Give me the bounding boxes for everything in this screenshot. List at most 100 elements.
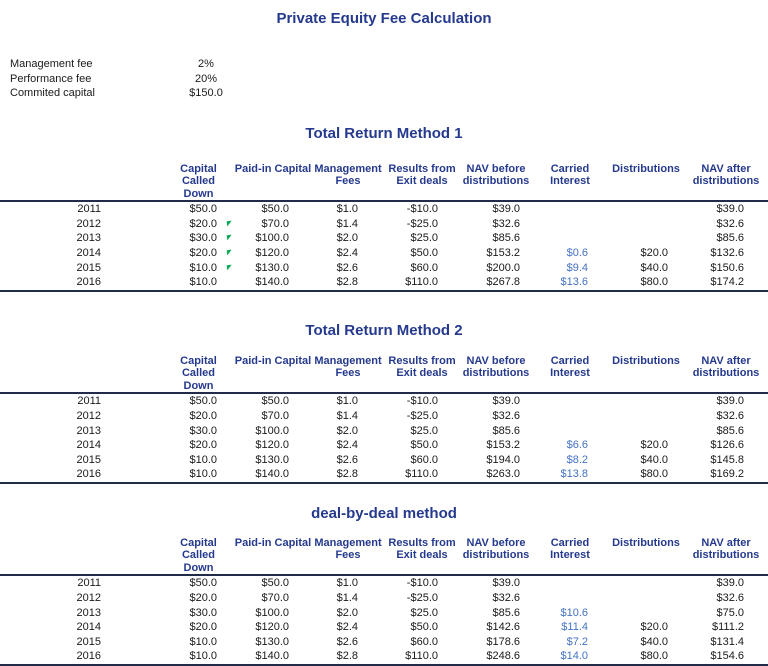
cell: $110.0: [384, 649, 460, 666]
table-row: 2013 $30.0 $100.0 $2.0 $25.0 $85.6 $85.6: [0, 424, 768, 439]
year-cell: 2014: [76, 621, 101, 634]
cell: $39.0: [492, 203, 520, 216]
page-title: Private Equity Fee Calculation: [276, 10, 492, 27]
year-cell: 2016: [0, 275, 163, 292]
cell: $153.2: [486, 247, 520, 260]
cell: $60.0: [410, 453, 438, 466]
header-cell: Carried Interest: [532, 162, 608, 203]
section-title: Total Return Method 1: [305, 124, 463, 142]
cell: $32.6: [716, 217, 744, 230]
param-value: $150.0: [189, 87, 223, 100]
cell: $132.6: [710, 247, 744, 260]
header-cell: Results from Exit deals: [384, 162, 460, 203]
cell: $153.2: [486, 439, 520, 452]
cell: $10.0: [163, 467, 234, 484]
header-cell: Distributions: [608, 162, 684, 203]
table-row: 2016 $10.0 $140.0 $2.8 $110.0 $263.0 $13…: [0, 467, 768, 484]
cell: -$10.0: [406, 203, 438, 216]
cell: $70.0: [261, 409, 289, 422]
cell: [532, 591, 608, 606]
table-row: 2013 $30.0 $100.0 $2.0 $25.0 $85.6 $85.6: [0, 231, 768, 246]
cell: $2.4: [336, 621, 358, 634]
cell: $2.0: [336, 606, 358, 619]
cell-with-flag: $70.0: [226, 217, 312, 232]
year-cell: 2011: [77, 395, 101, 408]
year-cell: 2015: [76, 453, 101, 466]
cell: $20.0: [189, 409, 217, 422]
table-row: 2014 $20.0 $120.0 $2.4 $50.0 $153.2 $6.6…: [0, 438, 768, 453]
cell: $20.0: [640, 247, 668, 260]
cell: $20.0: [189, 592, 217, 604]
cell: $200.0: [486, 261, 520, 274]
method1-table: Capital Called Down Paid-in Capital Mana…: [0, 162, 768, 292]
header-cell: Results from Exit deals: [384, 354, 460, 395]
cell: $120.0: [255, 439, 289, 452]
cell-value: $130.0: [255, 261, 289, 274]
cell: $60.0: [410, 635, 438, 648]
header-cell: Management Fees: [312, 162, 384, 203]
cell: $2.4: [336, 247, 358, 260]
cell: $39.0: [716, 203, 744, 216]
cell: $126.6: [710, 439, 744, 452]
cell: [532, 217, 608, 232]
cell: $20.0: [189, 217, 217, 230]
table-row: 2012 $20.0 $70.0 $1.4 -$25.0 $32.6 $32.6: [0, 591, 768, 606]
cell: $150.6: [710, 261, 744, 274]
cell: $2.8: [312, 467, 384, 484]
cell: $1.0: [336, 577, 358, 590]
cell: [608, 591, 684, 606]
cell-value: $70.0: [261, 217, 289, 230]
formula-flag-icon: [226, 264, 233, 270]
table-row: 2015 $10.0 $130.0 $2.6 $60.0 $178.6 $7.2…: [0, 635, 768, 650]
year-cell: 2015: [76, 635, 101, 648]
cell: $2.0: [336, 424, 358, 437]
cell: $85.6: [716, 424, 744, 437]
cell: -$10.0: [406, 395, 438, 408]
cell: $2.8: [312, 275, 384, 292]
header-cell: NAV before distributions: [460, 536, 532, 577]
cell: $110.0: [384, 275, 460, 292]
header-cell: Management Fees: [312, 536, 384, 577]
year-cell: 2015: [76, 261, 101, 274]
cell: $20.0: [189, 439, 217, 452]
cell: $50.0: [189, 395, 217, 408]
cell: $14.0: [532, 649, 608, 666]
cell: $140.0: [234, 467, 312, 484]
cell: -$10.0: [406, 577, 438, 590]
cell: $50.0: [410, 439, 438, 452]
header-cell-empty: [0, 162, 163, 203]
cell: $2.6: [336, 453, 358, 466]
cell: $110.0: [384, 467, 460, 484]
cell: $1.4: [336, 409, 358, 422]
cell: $10.0: [189, 261, 217, 274]
parameters-block: Management fee 2% Performance fee 20% Co…: [0, 57, 768, 101]
cell: $20.0: [189, 621, 217, 634]
cell: $1.0: [336, 395, 358, 408]
header-cell-empty: [0, 536, 163, 577]
cell: $50.0: [410, 247, 438, 260]
header-cell: Carried Interest: [532, 536, 608, 577]
deal-by-deal-table: Capital Called Down Paid-in Capital Mana…: [0, 536, 768, 666]
cell: $60.0: [410, 261, 438, 274]
cell: $10.0: [189, 635, 217, 648]
cell: $39.0: [492, 577, 520, 590]
cell: $20.0: [640, 439, 668, 452]
header-cell: NAV after distributions: [684, 536, 768, 577]
cell: $39.0: [492, 395, 520, 408]
year-cell: 2014: [76, 247, 101, 260]
cell: $2.4: [336, 439, 358, 452]
year-cell: 2012: [76, 409, 101, 422]
cell: $85.6: [492, 232, 520, 245]
cell: $85.6: [716, 232, 744, 245]
cell: [608, 409, 684, 424]
cell: [608, 217, 684, 232]
cell: $194.0: [486, 453, 520, 466]
year-cell: 2011: [77, 203, 101, 216]
cell: $50.0: [410, 621, 438, 634]
cell: $85.6: [492, 424, 520, 437]
cell: $13.8: [532, 467, 608, 484]
cell: $7.2: [566, 635, 588, 648]
header-cell: Distributions: [608, 354, 684, 395]
year-cell: 2014: [76, 439, 101, 452]
cell: $50.0: [261, 203, 289, 216]
